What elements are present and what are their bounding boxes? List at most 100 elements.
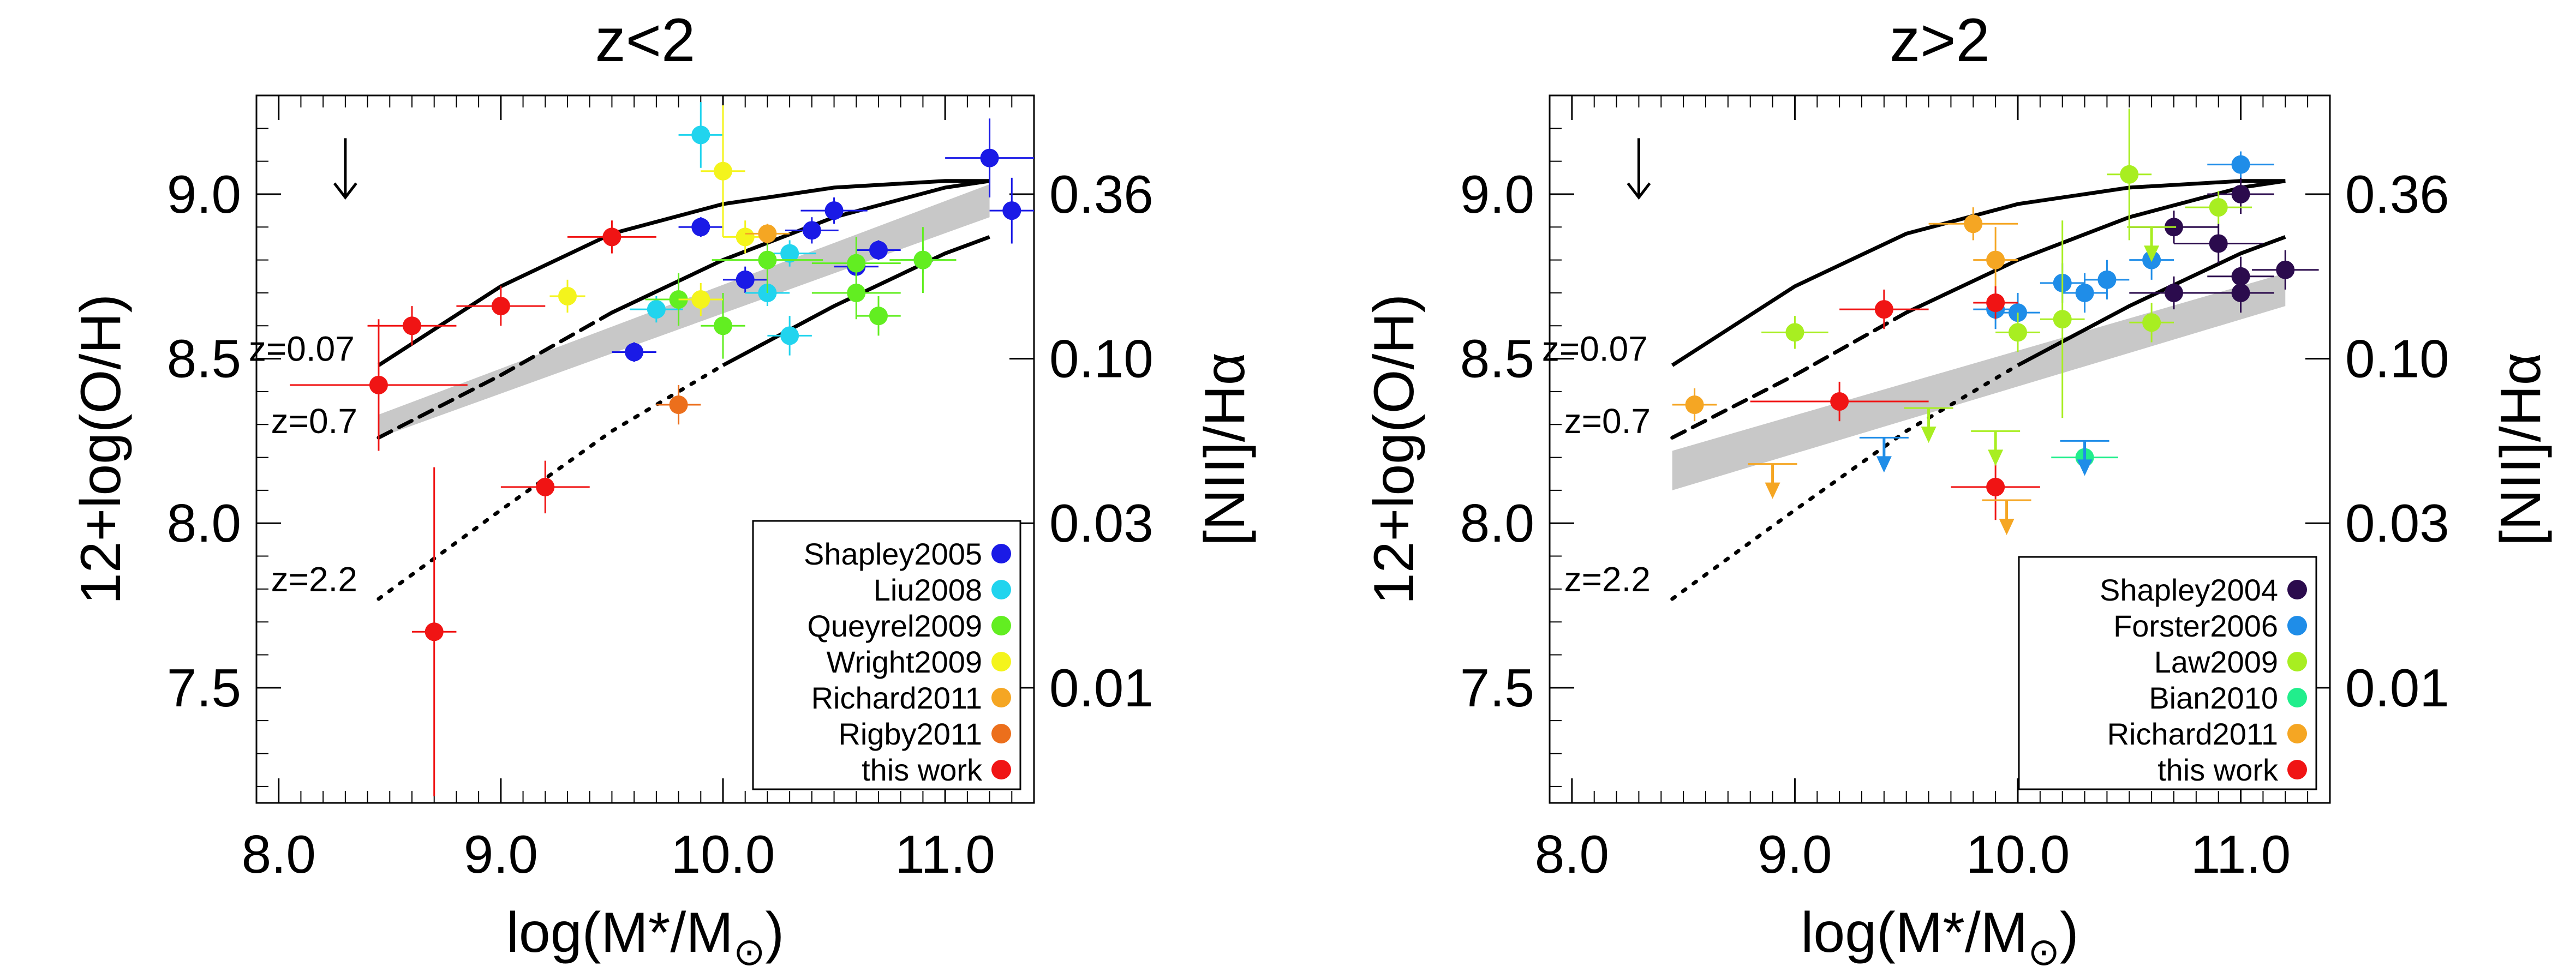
arrow-marker-head [333,182,357,200]
legend-marker [991,544,1011,563]
y-tick-label: 8.5 [1460,329,1534,389]
y-tick-label: 8.5 [167,329,241,389]
data-point [558,286,577,305]
upper-limit-arrow [1921,427,1937,443]
legend-label: Queyrel2009 [807,609,982,643]
legend-marker [991,724,1011,743]
data-point [2231,155,2250,174]
x-tick-label: 11.0 [895,824,995,884]
data-point [1685,395,1704,415]
curve-label: z=0.7 [271,401,357,441]
data-point [780,244,799,263]
curve-z22-solid [2017,235,2286,367]
legend-label: Law2009 [2154,645,2278,679]
data-point [824,201,844,220]
upper-limit-arrow [2077,459,2093,476]
data-point [691,218,710,237]
data-point [2209,198,2228,217]
panel-high-z: z>2 8.0 9.0 10.0 11.0 7.5 8.0 8.5 9.0 0.36 0.10 0.0… [1362,6,2553,966]
x-tick-label: 10.0 [1966,824,2070,884]
y-tick-label: 7.5 [1460,658,1534,718]
right-tick-label: 0.03 [2345,493,2449,553]
x-tick-label: 9.0 [1758,824,1832,884]
right-tick-label: 0.03 [1049,493,1153,553]
right-tick-label: 0.36 [2345,164,2449,224]
data-point [2009,323,2027,342]
data-point [2075,283,2094,302]
chart-title: z<2 [595,6,696,74]
x-tick-label: 11.0 [2191,824,2291,884]
y-tick-label: 9.0 [167,164,241,224]
legend-marker [991,688,1011,707]
chart-title: z>2 [1890,6,1990,74]
legend-label: Wright2009 [827,645,982,679]
data-point [2209,234,2228,253]
curve-z07-dashed [376,310,614,440]
data-point [758,224,777,243]
y-tick-label: 9.0 [1460,164,1534,224]
y-axis-label-right: [NII]/Hα [1193,352,1257,546]
x-tick-label: 8.0 [242,824,316,884]
legend-box [2018,556,2317,790]
legend-label: Forster2006 [2113,609,2278,643]
legend-label: Richard2011 [2107,717,2278,751]
x-axis-label-part: ) [766,901,785,964]
legend-label: Bian2010 [2149,681,2278,715]
data-point [802,221,821,240]
data-point [602,227,621,247]
x-axis-label-part: log(M*/M [506,901,733,964]
y-tick-label: 8.0 [167,493,241,553]
x-axis-label-sun-symbol: ⊙ [2028,931,2060,966]
data-point [1830,392,1849,411]
right-tick-label: 0.36 [1049,164,1153,224]
curve-z22-dashed [1670,363,2020,601]
right-tick-label: 0.10 [2345,329,2449,389]
x-axis-label-part: log(M*/M [1801,901,2028,964]
data-point [2053,310,2072,329]
arrow-marker-head [1627,182,1651,200]
legend-marker [2287,616,2307,635]
data-point [758,250,777,269]
legend-label: Rigby2011 [838,717,982,751]
data-point [869,307,888,326]
data-point [780,326,799,345]
data-point [980,148,999,167]
x-tick-label: 8.0 [1535,824,1609,884]
legend-label: this work [2157,753,2279,787]
data-point [491,297,510,316]
legend-marker [2287,688,2307,707]
curve-z07-solid [611,179,990,315]
data-point [425,622,444,641]
curve-label: z=0.07 [1542,329,1648,369]
y-tick-label: 8.0 [1460,493,1534,553]
y-axis-label: 12+log(O/H) [1362,294,1426,604]
legend-marker [991,652,1011,671]
legend-label: Shapley2004 [2100,573,2278,607]
upper-limit-arrow [1999,519,2015,536]
x-axis-label: log(M*/M⊙) [1801,901,2078,966]
data-point [736,227,755,247]
legend-label: this work [862,753,983,787]
y-axis-label-right: [NII]/Hα [2489,352,2553,546]
data-point [1874,300,1893,319]
relation-band [1672,273,2286,490]
upper-limit-arrow [1876,456,1892,473]
legend-marker [991,616,1011,635]
data-point [691,125,710,145]
data-point [2097,270,2117,289]
legend-label: Richard2011 [811,681,982,715]
data-point [869,241,888,260]
curve-z22-dashed [376,363,725,601]
data-point [2142,313,2161,332]
data-point [2165,283,2183,302]
plot-frame [255,94,1035,804]
data-point [714,316,732,335]
data-point [736,270,755,289]
legend-label: Liu2008 [874,573,982,607]
data-point [647,300,666,319]
legend-marker [2287,724,2307,743]
curve-z07-dashed [1670,310,1909,440]
legend-marker [991,760,1011,779]
right-tick-label: 0.01 [1049,658,1153,718]
data-point [1785,323,1804,342]
